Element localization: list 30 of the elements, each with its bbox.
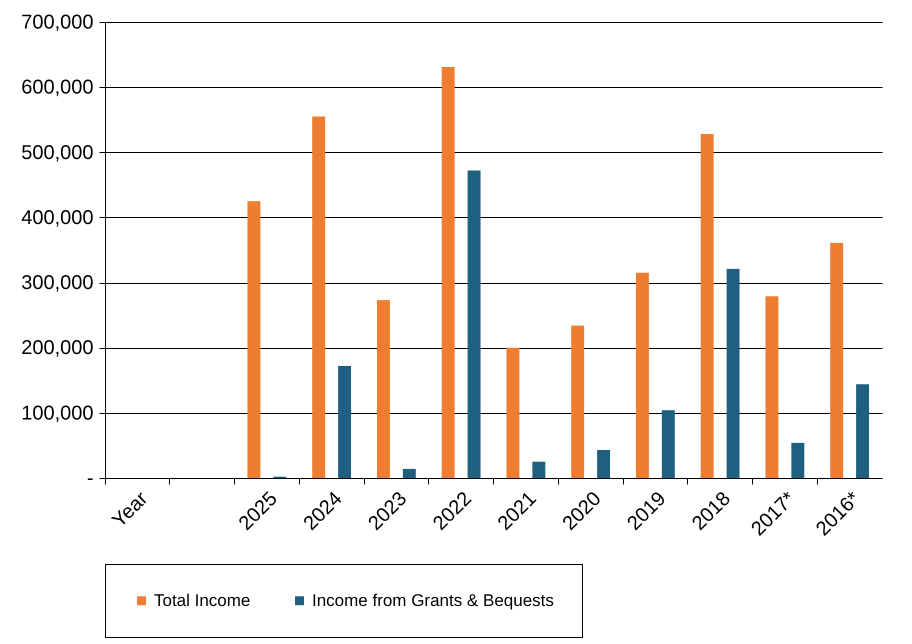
bar	[468, 170, 481, 478]
bar	[830, 242, 844, 478]
bar	[247, 201, 260, 478]
y-tick-label: 100,000	[21, 402, 94, 424]
y-tick-label: 500,000	[21, 142, 94, 164]
bar	[312, 116, 326, 478]
bar	[700, 134, 714, 478]
bar	[442, 66, 455, 478]
y-tick-label: -	[86, 468, 94, 490]
y-tick-label: 700,000	[21, 12, 94, 34]
bar	[338, 366, 352, 478]
bar	[856, 384, 870, 478]
x-tick-label: Year	[108, 488, 152, 532]
y-tick-label: 300,000	[21, 272, 94, 294]
legend-label: Total Income	[154, 590, 250, 610]
bar	[726, 268, 740, 478]
bar	[791, 442, 804, 478]
bar	[597, 450, 610, 478]
bar	[532, 462, 546, 478]
bar	[506, 348, 520, 478]
bar	[402, 468, 416, 478]
bar	[765, 296, 778, 478]
bar	[376, 300, 390, 478]
y-tick-label: 400,000	[21, 206, 94, 229]
bar	[636, 272, 649, 478]
y-tick-label: 200,000	[21, 337, 94, 360]
legend-label: Income from Grants & Bequests	[312, 590, 554, 610]
bar	[571, 326, 584, 478]
y-tick-label: 600,000	[21, 76, 94, 99]
bar	[662, 410, 675, 478]
